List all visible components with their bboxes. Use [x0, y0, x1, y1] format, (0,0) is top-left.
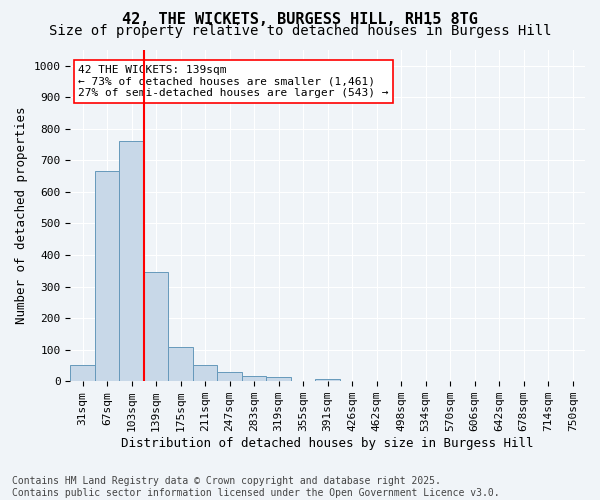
Bar [119, 141, 144, 381]
Bar [266, 378, 291, 381]
Bar [217, 372, 242, 381]
Bar [144, 272, 169, 381]
Y-axis label: Number of detached properties: Number of detached properties [15, 107, 28, 324]
Bar [169, 346, 193, 381]
X-axis label: Distribution of detached houses by size in Burgess Hill: Distribution of detached houses by size … [121, 437, 534, 450]
Bar [70, 365, 95, 381]
Bar [95, 171, 119, 381]
Bar [193, 365, 217, 381]
Bar [316, 378, 340, 381]
Text: 42, THE WICKETS, BURGESS HILL, RH15 8TG: 42, THE WICKETS, BURGESS HILL, RH15 8TG [122, 12, 478, 28]
Bar [242, 376, 266, 381]
Text: 42 THE WICKETS: 139sqm
← 73% of detached houses are smaller (1,461)
27% of semi-: 42 THE WICKETS: 139sqm ← 73% of detached… [78, 65, 388, 98]
Text: Size of property relative to detached houses in Burgess Hill: Size of property relative to detached ho… [49, 24, 551, 38]
Text: Contains HM Land Registry data © Crown copyright and database right 2025.
Contai: Contains HM Land Registry data © Crown c… [12, 476, 500, 498]
